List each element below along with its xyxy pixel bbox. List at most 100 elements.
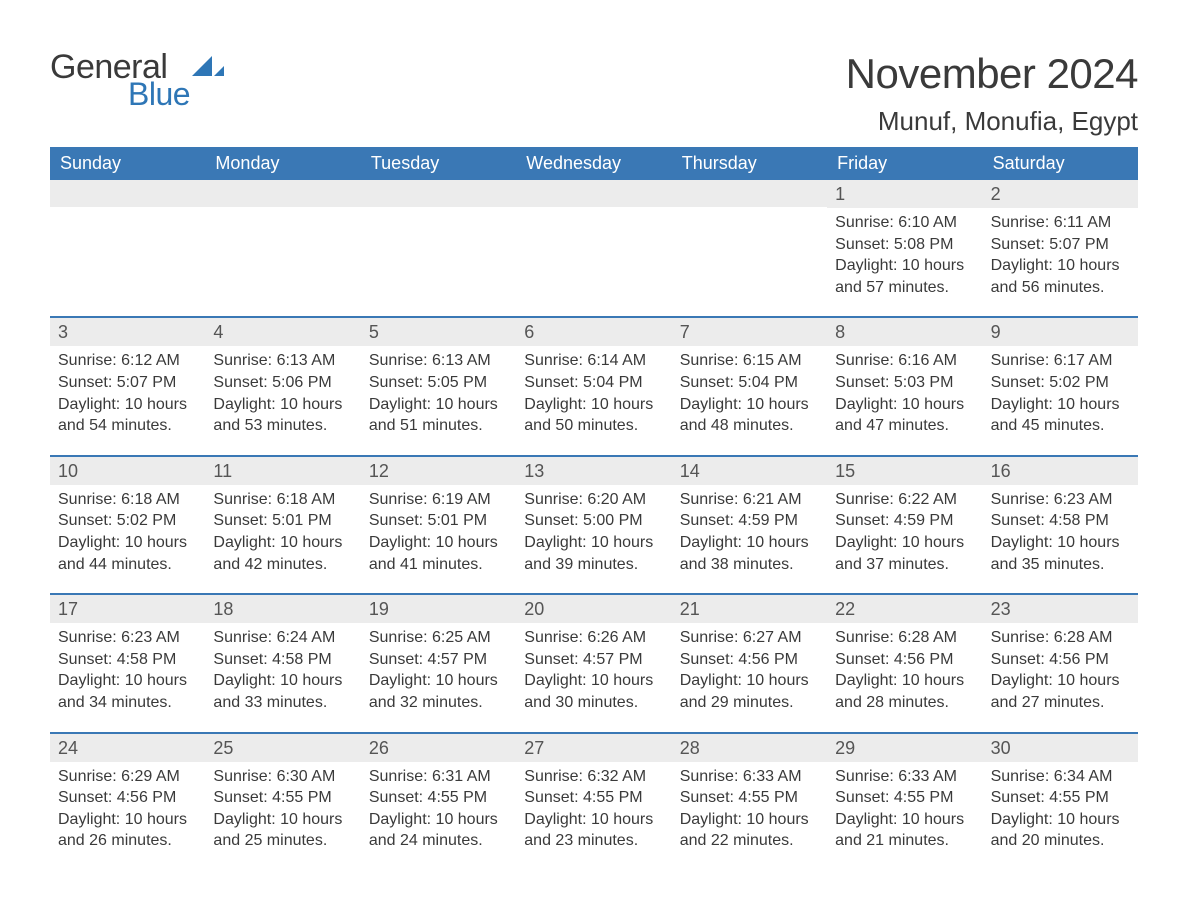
day-details: Sunrise: 6:26 AMSunset: 4:57 PMDaylight:… — [516, 623, 671, 713]
day-number: 20 — [516, 595, 671, 623]
calendar-cell: 11Sunrise: 6:18 AMSunset: 5:01 PMDayligh… — [205, 457, 360, 593]
location-label: Munuf, Monufia, Egypt — [846, 106, 1138, 137]
daylight-line: Daylight: 10 hours and 47 minutes. — [835, 394, 974, 437]
sunset-line: Sunset: 5:00 PM — [524, 510, 663, 532]
calendar-cell: 14Sunrise: 6:21 AMSunset: 4:59 PMDayligh… — [672, 457, 827, 593]
calendar-cell: 28Sunrise: 6:33 AMSunset: 4:55 PMDayligh… — [672, 734, 827, 870]
day-number: 21 — [672, 595, 827, 623]
day-number: 28 — [672, 734, 827, 762]
daylight-line: Daylight: 10 hours and 56 minutes. — [991, 255, 1130, 298]
day-number: 3 — [50, 318, 205, 346]
daylight-line: Daylight: 10 hours and 57 minutes. — [835, 255, 974, 298]
day-details: Sunrise: 6:13 AMSunset: 5:05 PMDaylight:… — [361, 346, 516, 436]
sunrise-line: Sunrise: 6:16 AM — [835, 350, 974, 372]
weeks-container: 1Sunrise: 6:10 AMSunset: 5:08 PMDaylight… — [50, 180, 1138, 870]
day-number: 2 — [983, 180, 1138, 208]
calendar-cell: 20Sunrise: 6:26 AMSunset: 4:57 PMDayligh… — [516, 595, 671, 731]
day-number — [50, 180, 205, 207]
sunset-line: Sunset: 4:56 PM — [680, 649, 819, 671]
day-number: 27 — [516, 734, 671, 762]
sunset-line: Sunset: 5:06 PM — [213, 372, 352, 394]
day-details: Sunrise: 6:32 AMSunset: 4:55 PMDaylight:… — [516, 762, 671, 852]
daylight-line: Daylight: 10 hours and 21 minutes. — [835, 809, 974, 852]
sunrise-line: Sunrise: 6:26 AM — [524, 627, 663, 649]
brand-sail-icon — [192, 54, 226, 87]
calendar-cell — [672, 180, 827, 316]
sunrise-line: Sunrise: 6:19 AM — [369, 489, 508, 511]
day-number — [205, 180, 360, 207]
day-details: Sunrise: 6:28 AMSunset: 4:56 PMDaylight:… — [827, 623, 982, 713]
daylight-line: Daylight: 10 hours and 50 minutes. — [524, 394, 663, 437]
sunrise-line: Sunrise: 6:22 AM — [835, 489, 974, 511]
sunrise-line: Sunrise: 6:23 AM — [991, 489, 1130, 511]
daylight-line: Daylight: 10 hours and 24 minutes. — [369, 809, 508, 852]
day-number: 18 — [205, 595, 360, 623]
sunset-line: Sunset: 5:04 PM — [680, 372, 819, 394]
sunset-line: Sunset: 4:56 PM — [835, 649, 974, 671]
calendar-cell: 13Sunrise: 6:20 AMSunset: 5:00 PMDayligh… — [516, 457, 671, 593]
day-number: 12 — [361, 457, 516, 485]
sunset-line: Sunset: 4:55 PM — [524, 787, 663, 809]
day-number: 24 — [50, 734, 205, 762]
daylight-line: Daylight: 10 hours and 54 minutes. — [58, 394, 197, 437]
calendar-cell: 22Sunrise: 6:28 AMSunset: 4:56 PMDayligh… — [827, 595, 982, 731]
day-details: Sunrise: 6:19 AMSunset: 5:01 PMDaylight:… — [361, 485, 516, 575]
sunset-line: Sunset: 4:55 PM — [835, 787, 974, 809]
daylight-line: Daylight: 10 hours and 45 minutes. — [991, 394, 1130, 437]
weekday-header: Wednesday — [516, 147, 671, 180]
day-number: 22 — [827, 595, 982, 623]
day-number: 23 — [983, 595, 1138, 623]
sunrise-line: Sunrise: 6:27 AM — [680, 627, 819, 649]
day-details: Sunrise: 6:21 AMSunset: 4:59 PMDaylight:… — [672, 485, 827, 575]
calendar-cell: 7Sunrise: 6:15 AMSunset: 5:04 PMDaylight… — [672, 318, 827, 454]
daylight-line: Daylight: 10 hours and 51 minutes. — [369, 394, 508, 437]
sunset-line: Sunset: 4:58 PM — [991, 510, 1130, 532]
day-number: 4 — [205, 318, 360, 346]
sunset-line: Sunset: 5:02 PM — [58, 510, 197, 532]
sunrise-line: Sunrise: 6:30 AM — [213, 766, 352, 788]
day-details: Sunrise: 6:13 AMSunset: 5:06 PMDaylight:… — [205, 346, 360, 436]
calendar-cell: 12Sunrise: 6:19 AMSunset: 5:01 PMDayligh… — [361, 457, 516, 593]
daylight-line: Daylight: 10 hours and 26 minutes. — [58, 809, 197, 852]
day-number: 13 — [516, 457, 671, 485]
weekday-header: Sunday — [50, 147, 205, 180]
calendar-cell: 2Sunrise: 6:11 AMSunset: 5:07 PMDaylight… — [983, 180, 1138, 316]
day-number: 25 — [205, 734, 360, 762]
sunset-line: Sunset: 4:57 PM — [524, 649, 663, 671]
calendar-week: 3Sunrise: 6:12 AMSunset: 5:07 PMDaylight… — [50, 316, 1138, 454]
month-title: November 2024 — [846, 50, 1138, 98]
sunset-line: Sunset: 4:59 PM — [835, 510, 974, 532]
day-details: Sunrise: 6:17 AMSunset: 5:02 PMDaylight:… — [983, 346, 1138, 436]
calendar-cell: 19Sunrise: 6:25 AMSunset: 4:57 PMDayligh… — [361, 595, 516, 731]
calendar-cell: 26Sunrise: 6:31 AMSunset: 4:55 PMDayligh… — [361, 734, 516, 870]
daylight-line: Daylight: 10 hours and 25 minutes. — [213, 809, 352, 852]
daylight-line: Daylight: 10 hours and 38 minutes. — [680, 532, 819, 575]
day-number: 26 — [361, 734, 516, 762]
sunrise-line: Sunrise: 6:20 AM — [524, 489, 663, 511]
day-details: Sunrise: 6:28 AMSunset: 4:56 PMDaylight:… — [983, 623, 1138, 713]
sunrise-line: Sunrise: 6:18 AM — [213, 489, 352, 511]
sunrise-line: Sunrise: 6:17 AM — [991, 350, 1130, 372]
sunrise-line: Sunrise: 6:12 AM — [58, 350, 197, 372]
calendar-cell: 24Sunrise: 6:29 AMSunset: 4:56 PMDayligh… — [50, 734, 205, 870]
day-number: 8 — [827, 318, 982, 346]
day-details: Sunrise: 6:25 AMSunset: 4:57 PMDaylight:… — [361, 623, 516, 713]
daylight-line: Daylight: 10 hours and 39 minutes. — [524, 532, 663, 575]
day-details: Sunrise: 6:20 AMSunset: 5:00 PMDaylight:… — [516, 485, 671, 575]
day-details: Sunrise: 6:15 AMSunset: 5:04 PMDaylight:… — [672, 346, 827, 436]
brand-word-2: Blue — [128, 78, 190, 110]
calendar-cell: 4Sunrise: 6:13 AMSunset: 5:06 PMDaylight… — [205, 318, 360, 454]
daylight-line: Daylight: 10 hours and 42 minutes. — [213, 532, 352, 575]
daylight-line: Daylight: 10 hours and 33 minutes. — [213, 670, 352, 713]
day-details: Sunrise: 6:33 AMSunset: 4:55 PMDaylight:… — [827, 762, 982, 852]
day-details: Sunrise: 6:34 AMSunset: 4:55 PMDaylight:… — [983, 762, 1138, 852]
weekday-header: Tuesday — [361, 147, 516, 180]
sunrise-line: Sunrise: 6:25 AM — [369, 627, 508, 649]
day-details: Sunrise: 6:18 AMSunset: 5:01 PMDaylight:… — [205, 485, 360, 575]
header: General Blue November 2024 Munuf, Monufi… — [50, 50, 1138, 137]
calendar-grid: Sunday Monday Tuesday Wednesday Thursday… — [50, 147, 1138, 870]
day-number: 16 — [983, 457, 1138, 485]
calendar-cell: 8Sunrise: 6:16 AMSunset: 5:03 PMDaylight… — [827, 318, 982, 454]
day-number: 7 — [672, 318, 827, 346]
sunrise-line: Sunrise: 6:32 AM — [524, 766, 663, 788]
